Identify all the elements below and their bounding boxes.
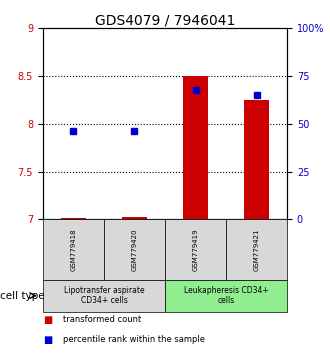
Title: GDS4079 / 7946041: GDS4079 / 7946041 (95, 13, 235, 27)
Bar (244, 100, 269, 219)
Text: percentile rank within the sample: percentile rank within the sample (63, 335, 205, 343)
Text: GSM779419: GSM779419 (192, 228, 199, 271)
Bar (61, 218, 85, 219)
Text: cell type: cell type (0, 291, 45, 301)
Text: ■: ■ (43, 315, 52, 325)
Text: GSM779420: GSM779420 (131, 228, 138, 271)
Text: Leukapheresis CD34+
cells: Leukapheresis CD34+ cells (184, 286, 268, 305)
Text: Lipotransfer aspirate
CD34+ cells: Lipotransfer aspirate CD34+ cells (64, 286, 144, 305)
Bar (122, 217, 147, 219)
Text: GSM779418: GSM779418 (70, 228, 77, 271)
Text: transformed count: transformed count (63, 315, 141, 324)
Text: ■: ■ (43, 335, 52, 344)
Text: GSM779421: GSM779421 (253, 228, 260, 271)
Bar (183, 76, 208, 219)
